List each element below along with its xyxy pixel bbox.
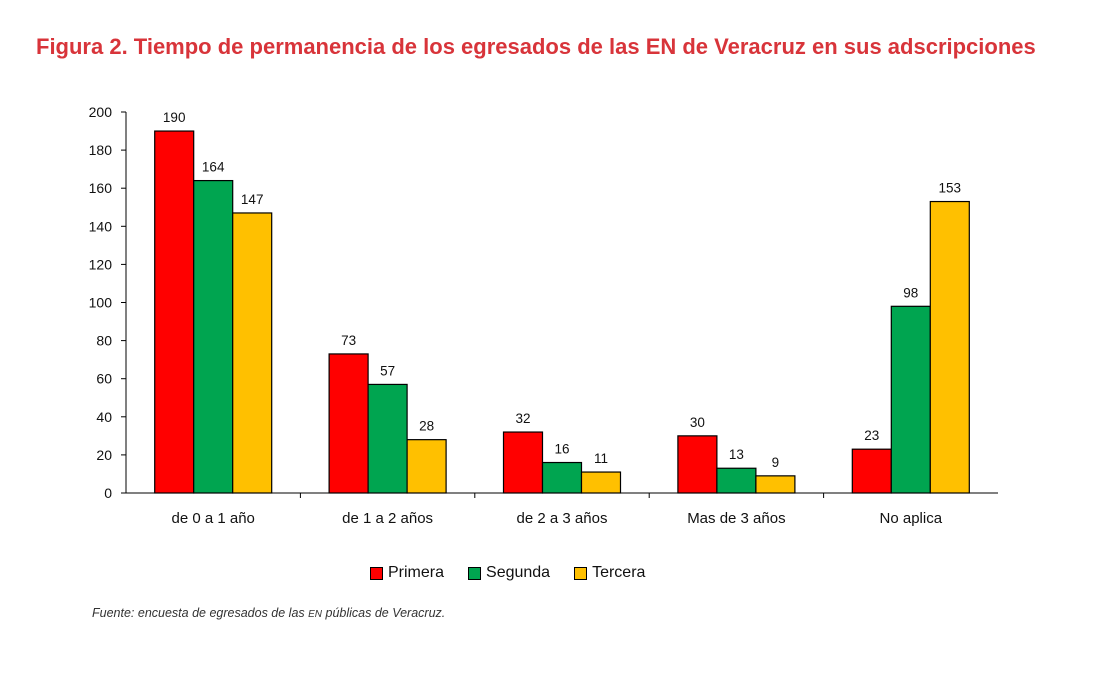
bar-tercera bbox=[232, 212, 273, 494]
data-label: 30 bbox=[690, 415, 705, 430]
x-category-label: Mas de 3 años bbox=[687, 510, 785, 527]
bar-tercera bbox=[929, 200, 970, 494]
bar-segunda bbox=[193, 179, 234, 494]
data-label: 9 bbox=[772, 455, 780, 470]
bar-segunda bbox=[890, 305, 931, 494]
legend-label: Segunda bbox=[486, 564, 551, 581]
bar-primera bbox=[851, 448, 892, 494]
data-labels-group: 190 164 147 73 57 28 32 16 11 30 13 9 23 98 153 bbox=[163, 110, 961, 470]
data-label: 147 bbox=[241, 192, 264, 207]
source-prefix: Fuente: encuesta de egresados de las bbox=[92, 606, 309, 620]
legend-swatch bbox=[370, 566, 383, 580]
y-tick-label: 80 bbox=[96, 333, 112, 349]
x-category-label: de 2 a 3 años bbox=[517, 510, 608, 527]
y-tick-label: 160 bbox=[89, 180, 113, 196]
legend-swatch bbox=[574, 566, 588, 580]
x-category-label: No aplica bbox=[880, 510, 943, 527]
legend-label: Primera bbox=[388, 564, 445, 581]
bars-group bbox=[154, 130, 970, 494]
bar-tercera bbox=[406, 439, 447, 494]
y-tick-label: 60 bbox=[96, 371, 112, 387]
data-label: 23 bbox=[864, 428, 879, 443]
y-axis: 0 20 40 60 80 100 120 140 160 180 200 bbox=[89, 104, 127, 501]
bar-segunda bbox=[367, 383, 408, 494]
y-tick-label: 40 bbox=[96, 409, 112, 425]
y-tick-label: 180 bbox=[89, 142, 113, 158]
data-label: 16 bbox=[554, 442, 569, 457]
x-axis: de 0 a 1 año de 1 a 2 años de 2 a 3 años Ma… bbox=[126, 492, 998, 527]
legend-swatch bbox=[468, 566, 482, 580]
bar-segunda bbox=[541, 461, 583, 494]
y-tick-label: 0 bbox=[104, 485, 112, 501]
source-abbr: EN bbox=[308, 609, 323, 620]
bar-segunda bbox=[716, 467, 757, 494]
data-label: 13 bbox=[729, 447, 744, 462]
chart-title: Figura 2. Tiempo de permanencia de los e… bbox=[36, 34, 1036, 59]
bar-primera bbox=[154, 130, 195, 494]
source-note: Fuente: encuesta de egresados de las EN … bbox=[92, 606, 445, 620]
y-tick-label: 200 bbox=[89, 104, 113, 120]
bar-primera bbox=[677, 435, 718, 494]
bar-chart: 0 20 40 60 80 100 120 140 160 180 200 de 0 a 1 año… bbox=[89, 104, 998, 527]
bar-primera bbox=[502, 431, 544, 494]
data-label: 73 bbox=[341, 333, 356, 348]
data-label: 153 bbox=[939, 181, 962, 196]
y-tick-label: 120 bbox=[89, 256, 113, 272]
data-label: 11 bbox=[594, 451, 608, 466]
source-suffix: públicas de Veracruz. bbox=[322, 606, 446, 620]
data-label: 32 bbox=[515, 411, 530, 426]
bar-tercera bbox=[755, 475, 796, 494]
data-label: 28 bbox=[419, 419, 434, 434]
bar-tercera bbox=[580, 471, 622, 494]
legend-label: Tercera bbox=[592, 564, 646, 581]
y-tick-label: 100 bbox=[89, 295, 113, 311]
legend-item-primera: Primera bbox=[370, 564, 444, 582]
data-label: 190 bbox=[163, 110, 186, 125]
data-label: 98 bbox=[903, 285, 918, 300]
bar-primera bbox=[328, 353, 369, 494]
y-tick-label: 20 bbox=[96, 447, 112, 463]
x-category-label: de 0 a 1 año bbox=[171, 510, 254, 527]
data-label: 57 bbox=[380, 363, 395, 378]
legend-item-tercera: Tercera bbox=[574, 564, 645, 582]
legend: Primera Segunda Tercera bbox=[370, 564, 645, 582]
legend-item-segunda: Segunda bbox=[468, 564, 550, 582]
y-tick-label: 140 bbox=[89, 218, 113, 234]
x-category-label: de 1 a 2 años bbox=[342, 510, 433, 527]
data-label: 164 bbox=[202, 160, 225, 175]
